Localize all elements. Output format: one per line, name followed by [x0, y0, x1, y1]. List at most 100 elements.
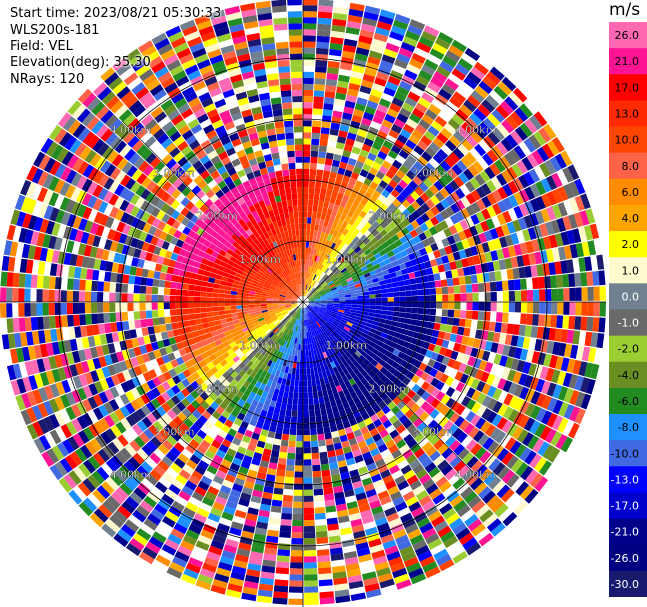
velocity-gate [450, 191, 461, 203]
velocity-gate [353, 429, 363, 438]
velocity-gate [481, 242, 491, 253]
velocity-gate [352, 321, 360, 327]
velocity-gate [289, 361, 294, 368]
velocity-gate [445, 50, 461, 63]
velocity-gate [231, 331, 239, 338]
velocity-gate [414, 270, 422, 278]
velocity-gate [185, 201, 195, 211]
velocity-gate [293, 294, 299, 299]
velocity-gate [311, 317, 316, 324]
velocity-gate [233, 335, 240, 342]
velocity-gate [372, 83, 385, 93]
velocity-gate [237, 314, 245, 320]
velocity-gate [296, 435, 303, 442]
velocity-gate [313, 282, 319, 288]
velocity-gate [520, 278, 527, 290]
velocity-gate [166, 409, 177, 420]
velocity-gate [161, 180, 172, 192]
velocity-gate [218, 306, 225, 311]
velocity-gate [402, 518, 416, 529]
velocity-gate [343, 326, 351, 332]
velocity-gate [127, 302, 134, 312]
velocity-gate [227, 359, 236, 367]
velocity-gate [513, 279, 521, 291]
velocity-gate [309, 168, 317, 176]
velocity-gate [328, 394, 335, 402]
velocity-gate [410, 428, 421, 439]
velocity-gate [322, 266, 328, 273]
velocity-gate [467, 164, 479, 177]
velocity-gate [386, 108, 399, 118]
velocity-gate [286, 293, 293, 297]
velocity-gate [303, 429, 310, 436]
velocity-gate [260, 409, 268, 418]
velocity-gate [255, 261, 263, 268]
velocity-gate [405, 454, 417, 465]
velocity-gate [537, 441, 550, 457]
velocity-gate [253, 358, 261, 366]
velocity-gate [337, 80, 349, 89]
velocity-gate [145, 310, 153, 319]
velocity-gate [378, 165, 389, 175]
velocity-gate [372, 115, 384, 125]
velocity-gate [341, 50, 355, 59]
velocity-gate [304, 550, 317, 557]
velocity-gate [360, 281, 368, 287]
velocity-gate [229, 270, 237, 276]
velocity-gate [351, 114, 363, 124]
velocity-gate [333, 352, 340, 360]
velocity-gate [420, 192, 430, 203]
velocity-gate [404, 232, 413, 241]
velocity-gate [334, 318, 341, 324]
velocity-gate [118, 233, 128, 244]
velocity-gate [181, 302, 188, 309]
velocity-gate [401, 75, 415, 86]
velocity-gate [382, 419, 392, 429]
velocity-gate [408, 501, 422, 513]
velocity-gate [256, 284, 264, 289]
velocity-gate [422, 478, 435, 490]
velocity-gate [271, 317, 278, 322]
velocity-gate [238, 226, 246, 235]
velocity-gate [231, 252, 240, 260]
velocity-gate [368, 126, 379, 136]
velocity-gate [396, 364, 405, 373]
velocity-gate [504, 334, 513, 346]
velocity-gate [512, 267, 520, 279]
velocity-gate [133, 293, 140, 302]
velocity-gate [331, 473, 341, 482]
velocity-gate [432, 153, 444, 165]
velocity-gate [347, 506, 360, 516]
velocity-gate [396, 86, 410, 97]
velocity-gate [438, 176, 449, 187]
velocity-gate [297, 404, 303, 412]
velocity-gate [322, 358, 327, 366]
velocity-gate [256, 361, 264, 369]
velocity-gate [364, 248, 372, 256]
velocity-gate [489, 427, 502, 441]
velocity-gate [182, 464, 195, 475]
velocity-gate [286, 403, 293, 411]
velocity-gate [303, 235, 307, 242]
velocity-gate [290, 422, 297, 430]
velocity-gate [307, 211, 313, 218]
velocity-gate [500, 138, 514, 152]
velocity-gate [284, 302, 291, 304]
velocity-gate [42, 234, 51, 248]
velocity-gate [345, 238, 353, 246]
velocity-gate [204, 420, 214, 430]
velocity-gate [254, 351, 261, 359]
velocity-gate [420, 401, 431, 411]
velocity-gate [50, 329, 58, 342]
velocity-gate [219, 284, 226, 290]
velocity-gate [316, 335, 321, 342]
velocity-gate [416, 206, 426, 216]
velocity-gate [326, 329, 332, 335]
velocity-gate [330, 324, 336, 331]
velocity-gate [421, 426, 432, 437]
velocity-gate [221, 511, 234, 521]
velocity-gate [309, 279, 313, 286]
velocity-gate [290, 288, 295, 294]
velocity-gate [254, 294, 262, 298]
velocity-gate [176, 254, 184, 263]
